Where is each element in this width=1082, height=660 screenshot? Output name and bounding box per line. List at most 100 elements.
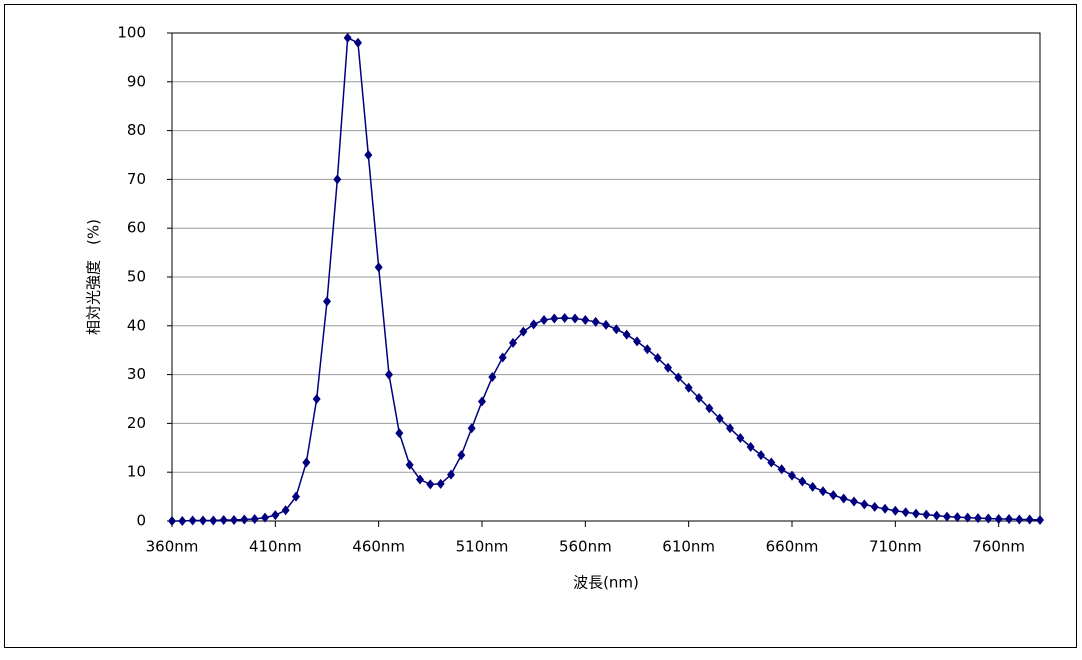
data-point: [478, 396, 486, 407]
data-point: [829, 490, 838, 501]
plot-frame: [171, 32, 1041, 522]
data-point: [271, 510, 280, 521]
data-point: [746, 441, 755, 452]
data-point: [250, 514, 259, 525]
data-point: [261, 512, 269, 523]
data-point: [1005, 514, 1013, 525]
x-axis-title: 波長(nm): [573, 574, 639, 592]
x-tick-label: 560nm: [559, 538, 612, 556]
data-point: [1015, 514, 1024, 525]
data-point: [633, 336, 641, 347]
data-point: [860, 499, 869, 510]
data-point: [302, 457, 311, 468]
data-point: [219, 515, 228, 526]
data-point: [333, 174, 342, 185]
data-point: [1025, 514, 1034, 525]
data-point: [571, 313, 579, 324]
x-tick-label: 460nm: [352, 538, 405, 556]
data-point: [994, 514, 1003, 525]
y-tick-label: 80: [127, 121, 146, 139]
data-point: [581, 314, 590, 325]
data-point: [881, 503, 889, 514]
data-point: [798, 476, 807, 487]
data-point: [963, 512, 972, 523]
y-tick-label: 40: [127, 316, 146, 334]
data-point: [457, 450, 466, 461]
y-tick-label: 50: [127, 268, 146, 286]
data-point: [405, 459, 414, 470]
data-point: [199, 515, 207, 526]
x-tick-label: 510nm: [456, 538, 509, 556]
y-tick-label: 20: [127, 414, 146, 432]
data-point: [540, 314, 548, 325]
data-point: [591, 316, 600, 327]
data-point: [354, 37, 362, 48]
data-point: [436, 478, 445, 489]
y-tick-label: 100: [117, 24, 146, 42]
data-point: [343, 32, 352, 43]
data-point: [1036, 515, 1044, 526]
data-point: [932, 510, 941, 521]
data-point: [498, 352, 507, 363]
data-point: [788, 470, 796, 481]
x-tick-label: 610nm: [662, 538, 715, 556]
data-point: [695, 393, 703, 404]
data-point: [323, 296, 331, 307]
data-point: [819, 486, 827, 497]
data-point: [292, 491, 300, 502]
y-axis-title: 相対光強度 (%): [85, 219, 103, 335]
data-point: [943, 511, 951, 522]
data-point: [674, 372, 683, 383]
y-tick-label: 90: [127, 72, 146, 90]
data-point: [178, 516, 187, 526]
data-point: [767, 457, 776, 468]
data-point: [974, 513, 982, 524]
data-point: [312, 394, 321, 404]
data-point: [467, 423, 476, 434]
data-point: [891, 505, 900, 516]
data-point: [870, 501, 879, 512]
data-point: [850, 496, 858, 507]
data-point: [622, 329, 631, 340]
data-point: [705, 403, 714, 414]
data-point: [757, 450, 765, 461]
y-tick-label: 0: [136, 512, 146, 530]
y-tick-label: 70: [127, 170, 146, 188]
data-point: [953, 512, 962, 523]
data-point: [715, 413, 724, 424]
data-point: [168, 516, 176, 526]
data-point: [529, 319, 538, 330]
x-tick-label: 660nm: [766, 538, 819, 556]
data-point: [808, 481, 817, 492]
data-point: [281, 505, 290, 516]
x-tick-label: 710nm: [869, 538, 922, 556]
data-point: [519, 326, 528, 337]
data-point: [777, 464, 786, 475]
data-point: [602, 319, 610, 330]
data-point: [416, 474, 424, 485]
data-point: [188, 515, 197, 526]
x-tick-label: 410nm: [249, 538, 302, 556]
data-point: [374, 262, 383, 273]
data-point: [736, 433, 745, 444]
data-point: [684, 382, 693, 393]
data-point: [230, 515, 238, 526]
data-point: [984, 513, 993, 524]
data-point: [364, 150, 373, 160]
data-point: [612, 324, 621, 335]
y-tick-label: 30: [127, 365, 146, 383]
y-tick-label: 60: [127, 219, 146, 237]
data-point: [426, 479, 435, 490]
data-point: [509, 337, 517, 348]
data-point: [653, 353, 662, 364]
data-point: [209, 515, 218, 526]
data-point: [447, 469, 455, 480]
y-tick-label: 10: [127, 463, 146, 481]
data-point: [385, 369, 393, 380]
x-tick-label: 360nm: [146, 538, 199, 556]
data-point: [901, 507, 910, 518]
data-point: [664, 362, 672, 373]
data-point: [912, 508, 920, 519]
data-point: [488, 372, 497, 383]
